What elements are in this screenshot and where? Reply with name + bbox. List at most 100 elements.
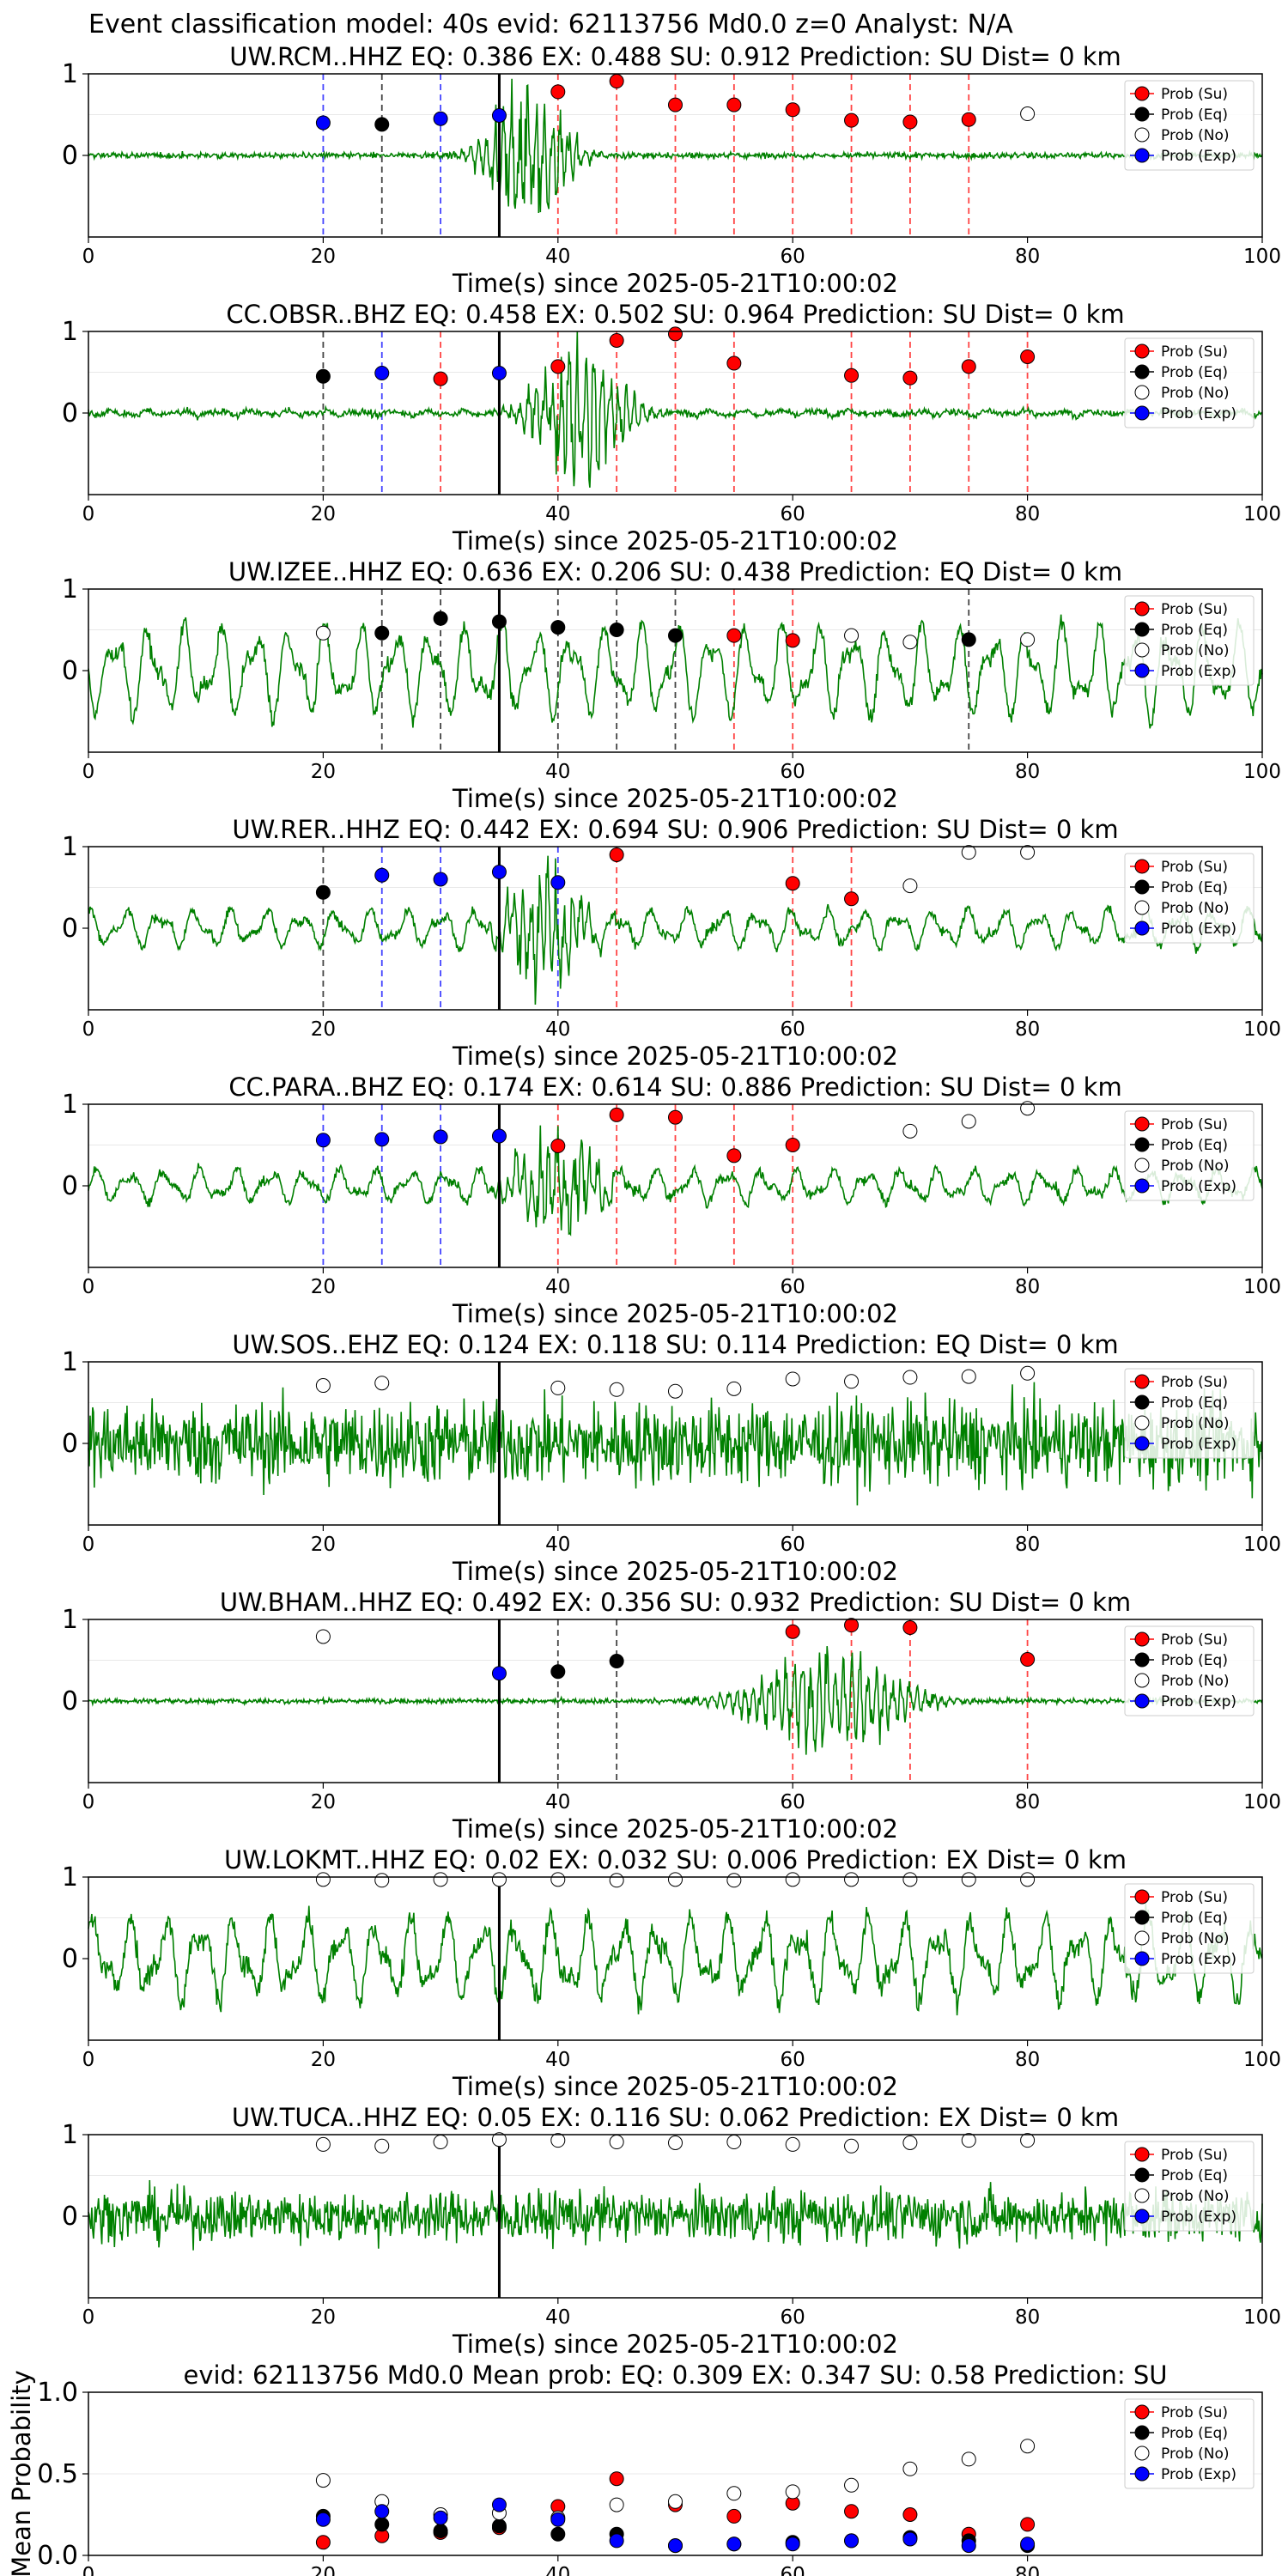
x-tick-label: 0 (82, 1276, 95, 1298)
y-tick-label: 0 (62, 141, 78, 171)
prob-marker-su (844, 891, 860, 907)
mean-marker-exp (668, 2538, 683, 2554)
x-tick-label: 80 (1015, 246, 1040, 268)
prob-marker-su (1020, 1652, 1036, 1668)
legend-label-su: Prob (Su) (1161, 2404, 1228, 2421)
prob-marker-no (902, 878, 918, 894)
legend-label-su: Prob (Su) (1161, 601, 1228, 618)
prob-marker-su (668, 97, 683, 112)
legend-label-no: Prob (No) (1161, 1157, 1230, 1175)
y-tick-label: 0 (62, 1944, 78, 1974)
prob-marker-su (433, 371, 448, 386)
prob-marker-no (902, 1123, 918, 1139)
legend-label-exp: Prob (Exp) (1161, 148, 1236, 165)
prob-marker-su (785, 876, 800, 891)
legend-marker (1134, 900, 1150, 915)
x-tick-label: 80 (1015, 1534, 1040, 1556)
panel-6: UW.BHAM..HHZ EQ: 0.492 EX: 0.356 SU: 0.9… (62, 1588, 1281, 1844)
legend-label-no: Prob (No) (1161, 127, 1230, 144)
prob-marker-no (1020, 845, 1036, 860)
waveform (88, 1382, 1263, 1506)
x-tick-label: 40 (545, 1791, 570, 1814)
prob-marker-eq (550, 1664, 566, 1680)
x-tick-label: 0 (82, 2306, 95, 2329)
prob-marker-no (1020, 2133, 1036, 2148)
prob-marker-exp (374, 365, 390, 380)
legend-box (1124, 1883, 1255, 1974)
mean-marker-no (961, 2451, 976, 2467)
y-axis-label: Mean Probability (7, 2370, 36, 2576)
x-tick-label: 60 (781, 1534, 805, 1556)
x-tick-label: 80 (1015, 1018, 1040, 1041)
panel-title: UW.IZEE..HHZ EQ: 0.636 EX: 0.206 SU: 0.4… (228, 557, 1122, 586)
prob-marker-no (609, 2135, 624, 2150)
prob-marker-no (609, 1873, 624, 1888)
legend-marker (1134, 879, 1150, 895)
x-axis-label: Time(s) since 2025-05-21T10:00:02 (452, 784, 898, 813)
legend-marker (1134, 1394, 1150, 1410)
legend-marker (1134, 86, 1150, 101)
legend-label-eq: Prob (Eq) (1161, 879, 1228, 896)
x-tick-label: 20 (311, 1018, 336, 1041)
x-tick-label: 20 (311, 2306, 336, 2329)
prob-marker-exp (491, 1128, 507, 1144)
y-tick-label: 0 (62, 1686, 78, 1716)
x-tick-label: 20 (311, 2564, 336, 2576)
legend-marker (1134, 1631, 1150, 1647)
y-tick-label: 1 (62, 317, 78, 347)
prob-marker-eq (668, 628, 683, 643)
prob-marker-no (785, 2136, 800, 2152)
prob-marker-no (726, 2135, 742, 2150)
panel-title: evid: 62113756 Md0.0 Mean prob: EQ: 0.30… (183, 2360, 1167, 2390)
legend-marker (1134, 385, 1150, 400)
waveform (88, 331, 1263, 488)
legend-label-exp: Prob (Exp) (1161, 1951, 1236, 1968)
mean-marker-exp (1020, 2537, 1036, 2552)
y-tick-label: 1 (62, 59, 78, 89)
mean-marker-su (844, 2504, 860, 2519)
legend-marker (1134, 1415, 1150, 1431)
panel-title: UW.RER..HHZ EQ: 0.442 EX: 0.694 SU: 0.90… (232, 815, 1118, 844)
prob-marker-su (961, 112, 976, 127)
x-tick-label: 100 (1243, 761, 1281, 783)
prob-marker-no (785, 1872, 800, 1887)
x-tick-label: 100 (1243, 2049, 1281, 2071)
prob-marker-su (785, 1138, 800, 1152)
legend-box (1124, 2398, 1255, 2489)
x-tick-label: 40 (545, 503, 570, 526)
legend-box (1124, 595, 1255, 686)
prob-marker-su (844, 368, 860, 383)
legend-label-exp: Prob (Exp) (1161, 1178, 1236, 1195)
x-tick-label: 80 (1015, 1276, 1040, 1298)
prob-marker-no (785, 1371, 800, 1387)
legend-label-su: Prob (Su) (1161, 86, 1228, 103)
prob-marker-su (785, 102, 800, 118)
panel-0: UW.RCM..HHZ EQ: 0.386 EX: 0.488 SU: 0.91… (62, 42, 1281, 298)
legend-marker (1134, 859, 1150, 874)
waveform (88, 1125, 1263, 1236)
x-tick-label: 100 (1243, 1018, 1281, 1041)
mean-marker-su (315, 2535, 331, 2550)
prob-marker-su (902, 1620, 918, 1635)
panel-4: CC.PARA..BHZ EQ: 0.174 EX: 0.614 SU: 0.8… (62, 1072, 1281, 1328)
legend-label-su: Prob (Su) (1161, 859, 1228, 876)
legend-label-exp: Prob (Exp) (1161, 2208, 1236, 2226)
waveform (88, 855, 1263, 1005)
waveform (88, 614, 1263, 729)
mean-marker-exp (374, 2504, 390, 2519)
prob-marker-no (609, 1382, 624, 1397)
legend-marker (1134, 127, 1150, 143)
x-tick-label: 0 (82, 246, 95, 268)
prob-marker-su (609, 848, 624, 862)
prob-marker-su (844, 1618, 860, 1633)
prob-marker-no (315, 625, 331, 641)
prob-marker-no (668, 1872, 683, 1887)
waveform (88, 1646, 1263, 1755)
legend-label-no: Prob (No) (1161, 385, 1230, 402)
y-tick-label: 0 (62, 1429, 78, 1459)
prob-marker-exp (491, 365, 507, 380)
prob-marker-no (902, 1872, 918, 1887)
legend-box (1124, 1110, 1255, 1201)
prob-marker-no (315, 1378, 331, 1394)
legend-label-exp: Prob (Exp) (1161, 663, 1236, 680)
